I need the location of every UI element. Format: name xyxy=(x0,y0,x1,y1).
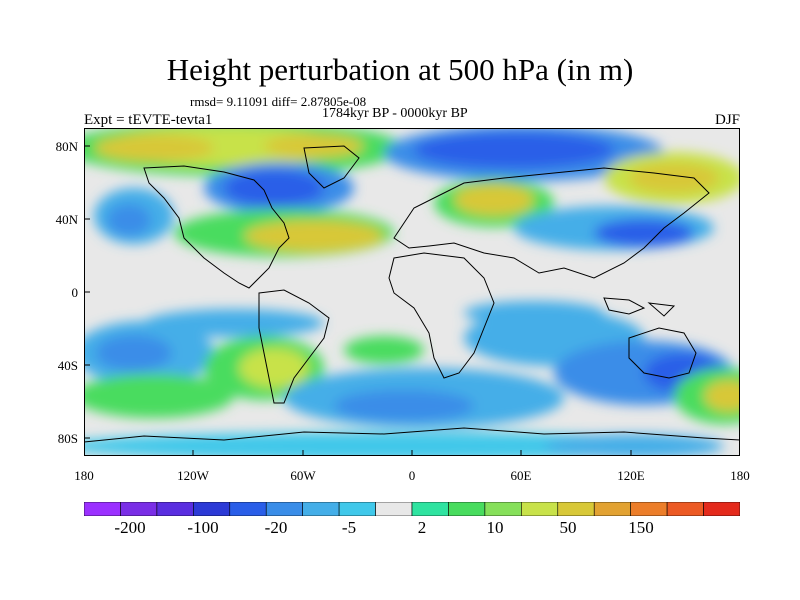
x-tick-label: 60W xyxy=(290,468,316,483)
season-label: DJF xyxy=(714,112,740,128)
x-tick-label: 180 xyxy=(730,468,750,483)
y-tick-label: 40S xyxy=(57,358,78,373)
colorbar-swatch xyxy=(338,502,376,516)
colorbar-swatch xyxy=(411,502,449,516)
x-tick-label: 120E xyxy=(617,468,645,483)
colorbar-label: 2 xyxy=(417,518,427,537)
colorbar-label: 50 xyxy=(559,518,577,537)
north-america-outline xyxy=(143,165,290,289)
africa-outline xyxy=(388,252,495,379)
colorbar-swatch xyxy=(156,502,194,516)
colorbar-label: -5 xyxy=(341,518,357,537)
anomaly-blob xyxy=(344,336,424,364)
colorbar-swatch xyxy=(703,502,740,516)
height-anomaly-map xyxy=(84,128,740,456)
y-tick-label: 80S xyxy=(57,431,78,446)
greenland-outline xyxy=(303,145,360,189)
australia-outline xyxy=(628,327,697,379)
experiment-label: Expt = tEVTE-tevta1 xyxy=(84,112,213,128)
colorbar-label: -20 xyxy=(264,518,288,537)
anomaly-blob xyxy=(239,348,309,388)
anomaly-blob xyxy=(414,132,614,168)
maritime-continent-outline xyxy=(603,297,676,317)
x-tick-label: 0 xyxy=(408,468,416,483)
colorbar-label: -100 xyxy=(187,518,219,537)
anomaly-blob xyxy=(224,170,324,206)
colorbar-swatch xyxy=(666,502,704,516)
anomaly-blob xyxy=(544,434,724,456)
colorbar-swatch xyxy=(229,502,267,516)
tick-marks xyxy=(84,145,632,456)
colorbar-swatch xyxy=(193,502,231,516)
anomaly-blob xyxy=(594,219,694,247)
colorbar-swatch xyxy=(593,502,631,516)
stats-subtitle: rmsd= 9.11091 diff= 2.87805e-08 xyxy=(190,94,367,109)
y-tick-label: 0 xyxy=(71,285,79,300)
colorbar-swatch xyxy=(375,502,413,516)
colorbar-swatch xyxy=(302,502,340,516)
anomaly-blob xyxy=(144,309,324,337)
anomaly-blob xyxy=(334,390,474,422)
colorbar-swatch xyxy=(120,502,158,516)
x-tick-label: 120W xyxy=(177,468,209,483)
colorbar xyxy=(84,502,740,516)
plot-title: Height perturbation at 500 hPa (in m) xyxy=(166,52,634,87)
anomaly-blob xyxy=(84,374,234,418)
colorbar-swatch xyxy=(557,502,595,516)
x-tick-label: 60E xyxy=(510,468,532,483)
south-america-outline xyxy=(258,289,330,404)
colorbar-swatch xyxy=(484,502,522,516)
anomaly-blob xyxy=(464,301,604,325)
anomaly-blob xyxy=(704,380,740,412)
anomaly-blob xyxy=(629,163,719,193)
colorbar-swatch xyxy=(84,502,121,516)
y-tick-label: 40N xyxy=(55,212,78,227)
eurasia-outline xyxy=(393,167,710,279)
colorbar-label: 10 xyxy=(486,518,504,537)
y-tick-label: 80N xyxy=(55,139,78,154)
anomaly-blob xyxy=(264,134,364,158)
colorbar-swatch xyxy=(448,502,486,516)
x-tick-label: 180 xyxy=(74,468,94,483)
colorbar-swatch xyxy=(265,502,303,516)
anomaly-blob xyxy=(94,134,214,162)
period-subtitle: 1784kyr BP - 0000kyr BP xyxy=(322,106,468,121)
anomaly-blob xyxy=(454,184,534,216)
colorbar-swatch xyxy=(521,502,559,516)
colorbar-swatch xyxy=(630,502,668,516)
anomaly-blob xyxy=(107,204,151,236)
anomaly-blob xyxy=(96,335,172,371)
coastlines xyxy=(84,145,740,443)
colorbar-label: -200 xyxy=(114,518,146,537)
anomaly-blob xyxy=(244,220,384,252)
colorbar-label: 150 xyxy=(628,518,654,537)
antarctica-outline xyxy=(84,427,740,443)
